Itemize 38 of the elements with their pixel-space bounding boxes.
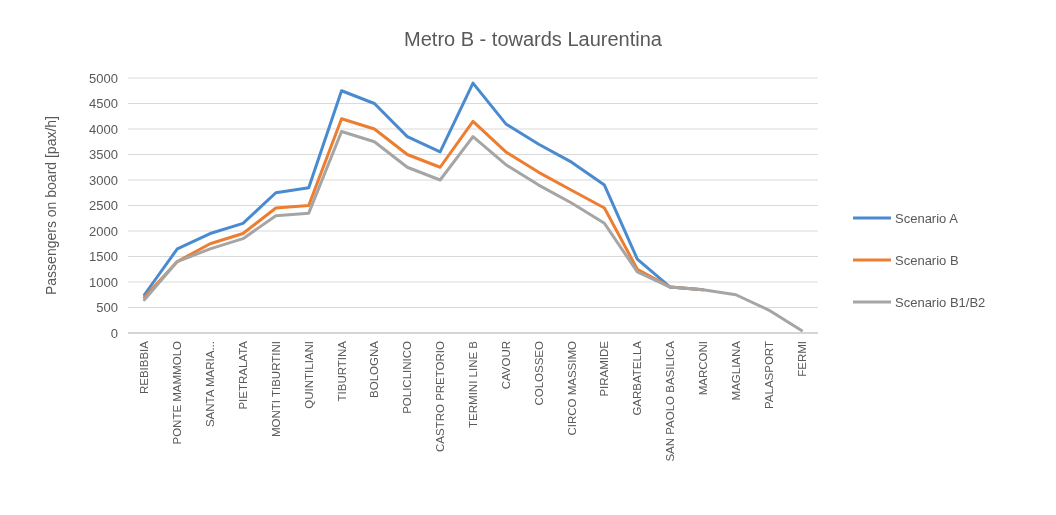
x-tick-label: TERMINI LINE B — [467, 340, 479, 428]
y-tick-label: 4000 — [89, 121, 118, 137]
y-tick-label: 0 — [110, 325, 118, 341]
x-tick-label: POLICLINICO — [401, 340, 414, 414]
y-tick-label: 3000 — [89, 172, 118, 188]
x-tick-label: CAVOUR — [499, 341, 512, 390]
x-tick-label: MARCONI — [697, 341, 709, 396]
y-tick-label: 3500 — [89, 147, 118, 163]
x-tick-label: PALASPORT — [762, 341, 775, 409]
x-tick-label: PONTE MAMMOLO — [171, 340, 184, 445]
y-tick-label: 2000 — [89, 223, 118, 239]
line-series — [142, 130, 804, 332]
y-tick-label: 2500 — [89, 198, 118, 214]
x-tick-label: FERMI — [795, 341, 808, 377]
legend-label: Scenario A — [895, 210, 959, 226]
x-tick-label: BOLOGNA — [368, 340, 381, 398]
x-tick-label: PIRAMIDE — [598, 340, 611, 397]
x-tick-label: REBIBBIA — [138, 340, 151, 395]
x-tick-label: CIRCO MASSIMO — [565, 340, 578, 436]
x-tick-label: GARBATELLA — [631, 340, 644, 416]
x-tick-label: MONTI TIBURTINI — [269, 341, 282, 438]
y-tick-label: 1000 — [89, 274, 118, 290]
y-tick-label: 5000 — [89, 70, 118, 86]
x-tick-label: SANTA MARIA... — [204, 341, 217, 428]
y-tick-label: 1500 — [89, 249, 118, 265]
legend-label: Scenario B — [895, 252, 959, 268]
x-tick-label: SAN PAOLO BASILICA — [664, 340, 677, 462]
x-tick-label: MAGLIANA — [729, 340, 742, 401]
x-tick-label: PIETRALATA — [237, 340, 249, 410]
y-tick-label: 4500 — [89, 96, 118, 112]
x-tick-label: QUINTILIANI — [302, 341, 315, 409]
x-tick-label: TIBURTINA — [335, 340, 348, 402]
legend-label: Scenario B1/B2 — [895, 294, 986, 310]
y-axis-title: Passengers on board [pax/h] — [43, 115, 59, 296]
chart-title: Metro B - towards Laurentina — [404, 28, 663, 50]
x-tick-label: COLOSSEO — [532, 340, 545, 406]
x-tick-label: CASTRO PRETORIO — [434, 340, 447, 452]
y-tick-label: 500 — [96, 300, 118, 316]
